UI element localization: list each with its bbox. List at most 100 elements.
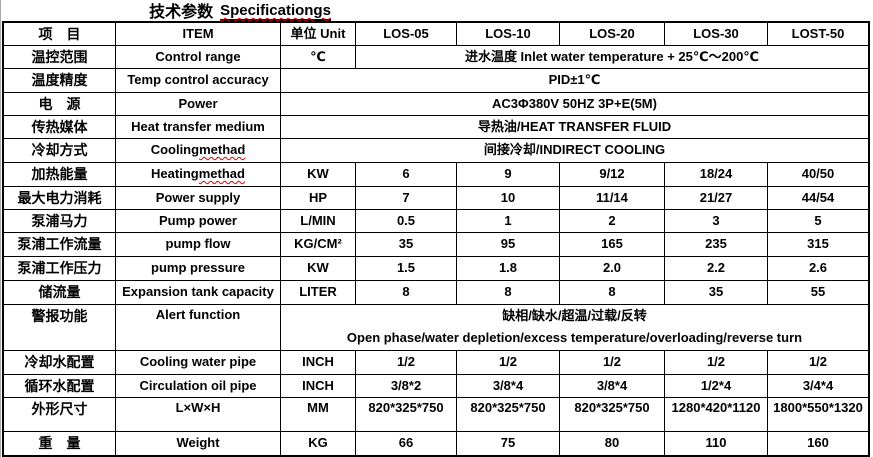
table-row-alert-function: 警报功能 Alert function 缺相/缺水/超温/过载/反转 Open pha… [4,305,868,351]
header-cell-6: LOS-30 [665,23,768,46]
heating-capacity-label-en: Heating methad [116,163,281,187]
power-label-zh: 电源 [4,93,116,116]
power-label-en: Power [116,93,281,116]
dimensions-value-4: 1800*550*1320 [768,398,868,432]
table-row-tank-capacity: 储流量 Expansion tank capacity LITER 8 8 8 35 55 [4,281,868,305]
control-range-label-en: Control range [116,46,281,69]
power-supply-label-zh: 最大电力消耗 [4,187,116,210]
table-row-circulation-oil-pipe: 循环水配置 Circulation oil pipe INCH 3/8*2 3/8*4 3… [4,375,868,398]
heat-medium-value: 导热油/HEAT TRANSFER FLUID [281,116,868,139]
heat-medium-label-en: Heat transfer medium [116,116,281,139]
heating-capacity-misspelled-word: methad [198,166,245,182]
power-supply-value-1: 10 [457,187,560,210]
tank-capacity-value-2: 8 [560,281,665,305]
table-row-cooling-method: 冷却方式 Cooling methad 间接冷却/INDIRECT COOLING [4,139,868,163]
pump-power-unit: L/MIN [281,210,356,233]
table-row-control-range: 温控范围 Control range ℃ 进水温度 Inlet water tempe… [4,46,868,69]
power-supply-value-2: 11/14 [560,187,665,210]
weight-value-0: 66 [356,432,457,455]
heating-capacity-unit: KW [281,163,356,187]
dimensions-value-3: 1280*420*1120 [665,398,768,432]
table-header-row: 项目 ITEM 单位 Unit LOS-05 LOS-10 LOS-20 LOS-30 LOS… [4,23,868,46]
pump-power-value-1: 1 [457,210,560,233]
page-title-en-text: Specificationgs [220,2,331,19]
pump-pressure-label-zh: 泵浦工作压力 [4,257,116,281]
page-title: 技术参数 Specificationgs [0,0,480,21]
tank-capacity-value-4: 55 [768,281,868,305]
pump-pressure-unit: KW [281,257,356,281]
weight-label-en: Weight [116,432,281,455]
pump-flow-value-4: 315 [768,233,868,257]
weight-value-3: 110 [665,432,768,455]
tank-capacity-unit: LITER [281,281,356,305]
pump-flow-value-1: 95 [457,233,560,257]
cooling-method-value: 间接冷却/INDIRECT COOLING [281,139,868,163]
dimensions-unit: MM [281,398,356,432]
header-cell-2: 单位 Unit [281,23,356,46]
table-row-cooling-water-pipe: 冷却水配置 Cooling water pipe INCH 1/2 1/2 1/2 1/2 1… [4,351,868,375]
table-row-dimensions: 外形尺寸 L×W×H MM 820*325*750 820*325*750 820*325… [4,398,868,432]
cooling-water-pipe-value-2: 1/2 [560,351,665,375]
pump-power-value-3: 3 [665,210,768,233]
pump-flow-unit: KG/CM² [281,233,356,257]
header-cell-5: LOS-20 [560,23,665,46]
table-row-temp-accuracy: 温度精度 Temp control accuracy PID±1℃ [4,69,868,93]
pump-power-label-zh: 泵浦马力 [4,210,116,233]
alert-function-label-zh: 警报功能 [4,305,116,351]
tank-capacity-label-en: Expansion tank capacity [116,281,281,305]
pump-pressure-value-4: 2.6 [768,257,868,281]
weight-label-zh: 重量 [4,432,116,455]
table-row-pump-power: 泵浦马力 Pump power L/MIN 0.5 1 2 3 5 [4,210,868,233]
dimensions-value-1: 820*325*750 [457,398,560,432]
dimensions-value-0: 820*325*750 [356,398,457,432]
heat-medium-label-zh: 传热媒体 [4,116,116,139]
circulation-oil-pipe-label-zh: 循环水配置 [4,375,116,398]
circulation-oil-pipe-label-en: Circulation oil pipe [116,375,281,398]
table-row-weight: 重量 Weight KG 66 75 80 110 160 [4,432,868,455]
spec-table: 项目 ITEM 单位 Unit LOS-05 LOS-10 LOS-20 LOS-30 LOS… [2,21,870,457]
dimensions-label-en: L×W×H [116,398,281,432]
cooling-method-label-en: Cooling methad [116,139,281,163]
cooling-method-misspelled-word: methad [199,142,246,158]
pump-power-value-4: 5 [768,210,868,233]
pump-pressure-value-3: 2.2 [665,257,768,281]
heating-capacity-label-zh: 加热能量 [4,163,116,187]
cooling-water-pipe-value-4: 1/2 [768,351,868,375]
alert-function-line-0: 缺相/缺水/超温/过载/反转 [502,307,647,323]
cooling-water-pipe-value-3: 1/2 [665,351,768,375]
page-title-en: Specificationgs [220,2,331,21]
header-cell-3: LOS-05 [356,23,457,46]
circulation-oil-pipe-value-0: 3/8*2 [356,375,457,398]
dimensions-label-zh: 外形尺寸 [4,398,116,432]
alert-function-label-en: Alert function [116,305,281,351]
power-supply-label-en: Power supply [116,187,281,210]
heating-capacity-value-2: 9/12 [560,163,665,187]
tank-capacity-label-zh: 储流量 [4,281,116,305]
heating-capacity-value-1: 9 [457,163,560,187]
pump-pressure-value-2: 2.0 [560,257,665,281]
power-value: AC3Φ380V 50HZ 3P+E(5M) [281,93,868,116]
circulation-oil-pipe-value-1: 3/8*4 [457,375,560,398]
header-cell-7: LOST-50 [768,23,868,46]
pump-flow-label-en: pump flow [116,233,281,257]
table-row-pump-flow: 泵浦工作流量 pump flow KG/CM² 35 95 165 235 315 [4,233,868,257]
header-cell-4: LOS-10 [457,23,560,46]
table-row-heating-capacity: 加热能量 Heating methad KW 6 9 9/12 18/24 40/50 [4,163,868,187]
alert-function-value: 缺相/缺水/超温/过载/反转 Open phase/water depletion… [281,305,868,351]
power-supply-unit: HP [281,187,356,210]
pump-flow-label-zh: 泵浦工作流量 [4,233,116,257]
pump-pressure-value-0: 1.5 [356,257,457,281]
temp-accuracy-value: PID±1℃ [281,69,868,93]
pump-pressure-label-en: pump pressure [116,257,281,281]
circulation-oil-pipe-value-2: 3/8*4 [560,375,665,398]
pump-power-value-2: 2 [560,210,665,233]
pump-flow-value-2: 165 [560,233,665,257]
circulation-oil-pipe-value-4: 3/4*4 [768,375,868,398]
heating-capacity-value-0: 6 [356,163,457,187]
tank-capacity-value-3: 35 [665,281,768,305]
circulation-oil-pipe-value-3: 1/2*4 [665,375,768,398]
tank-capacity-value-1: 8 [457,281,560,305]
table-row-power-supply: 最大电力消耗 Power supply HP 7 10 11/14 21/27 44/54 [4,187,868,210]
alert-function-line-1: Open phase/water depletion/excess temper… [346,330,803,346]
header-cell-1: ITEM [116,23,281,46]
